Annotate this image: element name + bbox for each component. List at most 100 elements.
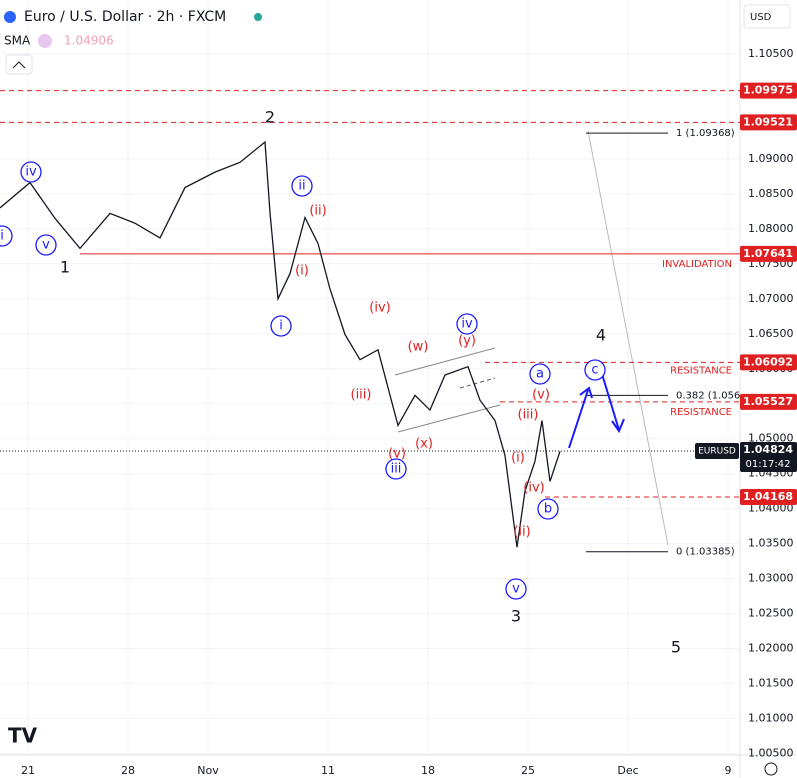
wave-label: (iii) (351, 388, 372, 403)
currency-button[interactable] (743, 4, 791, 29)
wave-circle (20, 161, 42, 183)
y-tick-label: 1.04000 (748, 502, 794, 515)
wave-label: (w) (408, 340, 429, 355)
wave-label: (v) (388, 447, 406, 462)
level-label-box (740, 393, 797, 410)
symbol-title: Euro / U.S. Dollar · 2h · FXCM (24, 9, 226, 25)
level-text: RESISTANCE (670, 407, 732, 418)
wave-label: i (279, 319, 283, 334)
x-tick-label: Dec (617, 764, 638, 777)
x-tick-label: 18 (421, 764, 435, 777)
wave-circle (0, 225, 13, 247)
x-tick-label: 11 (321, 764, 335, 777)
wave-circle (270, 315, 292, 337)
y-tick-label: 1.08000 (748, 222, 794, 235)
wave-label: v (512, 582, 520, 597)
symbol-icon (4, 11, 16, 23)
countdown: 01:17:42 (746, 459, 791, 470)
wave-label: a (536, 367, 544, 382)
wave-label: 5 (671, 638, 681, 657)
level-label-box (740, 488, 797, 505)
wave-label: (iii) (518, 408, 539, 423)
symbol-tag-text: EURUSD (698, 447, 736, 457)
fib-trend-line (587, 130, 669, 546)
wave-label: c (591, 363, 598, 378)
wave-label: (ii) (513, 525, 530, 540)
indicator-icon (38, 34, 52, 48)
level-label: 1.04168 (743, 490, 793, 503)
fib-label: 0.382 (1.056 (676, 390, 740, 401)
wave-label: b (544, 502, 552, 517)
arrow-down (601, 373, 625, 434)
wave-circle (456, 313, 478, 335)
wave-circle (385, 458, 407, 480)
symbol-tag (695, 443, 739, 460)
y-tick-label: 1.01000 (748, 712, 794, 725)
collapse-icon (12, 61, 26, 69)
x-tick-label: Nov (197, 764, 219, 777)
wave-label: iv (461, 317, 473, 332)
arrow-up (568, 386, 593, 449)
y-tick-label: 1.08500 (748, 187, 794, 200)
wave-circle (35, 234, 57, 256)
level-label-box (740, 82, 797, 99)
wave-label: v (42, 238, 50, 253)
wave-label: (i) (295, 264, 309, 279)
wave-label: (x) (415, 437, 433, 452)
y-tick-label: 1.00500 (748, 747, 794, 760)
wave-circle (505, 578, 527, 600)
currency: USD (750, 12, 772, 23)
level-label: 1.05527 (743, 395, 793, 408)
y-tick-label: 1.02500 (748, 607, 794, 620)
y-tick-label: 1.05000 (748, 432, 794, 445)
x-tick-label: 28 (121, 764, 135, 777)
market-status (254, 13, 262, 21)
y-tick-label: 1.03000 (748, 572, 794, 585)
y-tick-label: 1.10500 (748, 47, 794, 60)
y-tick-label: 1.09000 (748, 152, 794, 165)
wave-label: (v) (532, 388, 550, 403)
level-label-box (740, 245, 797, 262)
wave-label: (i) (511, 451, 525, 466)
wave-label: (iv) (523, 481, 544, 496)
settings-icon[interactable] (764, 762, 778, 776)
wave-label: (y) (458, 334, 476, 349)
level-label: 1.06092 (743, 355, 793, 368)
level-label-box (740, 354, 797, 371)
level-label: 1.09975 (743, 84, 793, 97)
level-label: 1.09521 (743, 115, 793, 128)
wave-label: 4 (596, 326, 606, 345)
wave-circle (537, 498, 559, 520)
y-tick-label: 1.01500 (748, 677, 794, 690)
wave-label: ii (298, 179, 305, 194)
channel-mid (459, 377, 496, 389)
fib-label: 0 (1.03385) (676, 547, 735, 558)
wave-label: (iv) (369, 301, 390, 316)
level-label: 1.07641 (743, 247, 793, 260)
wave-label: iv (25, 165, 37, 180)
last-price-label: 1.04824 (743, 443, 793, 456)
wave-label: 2 (265, 108, 275, 127)
channel-top (394, 347, 496, 376)
wave-circle (584, 359, 606, 381)
wave-circle (291, 175, 313, 197)
indicator-value: 1.04906 (64, 34, 114, 48)
wave-label: (ii) (309, 204, 326, 219)
grid (0, 0, 740, 755)
last-price-box (740, 442, 797, 473)
indicator-name: SMA (4, 34, 31, 48)
fib-label: 1 (1.09368) (676, 128, 735, 139)
wave-label: 3 (511, 607, 521, 626)
x-tick-label: 25 (521, 764, 535, 777)
level-text: RESISTANCE (670, 365, 732, 376)
logo: TV (8, 724, 38, 748)
wave-circle (529, 363, 551, 385)
y-tick-label: 1.03500 (748, 537, 794, 550)
wave-label: i (0, 229, 4, 244)
y-tick-label: 1.02000 (748, 642, 794, 655)
level-text: INVALIDATION (662, 259, 732, 270)
collapse-button[interactable] (5, 54, 33, 75)
price-line (0, 140, 561, 548)
